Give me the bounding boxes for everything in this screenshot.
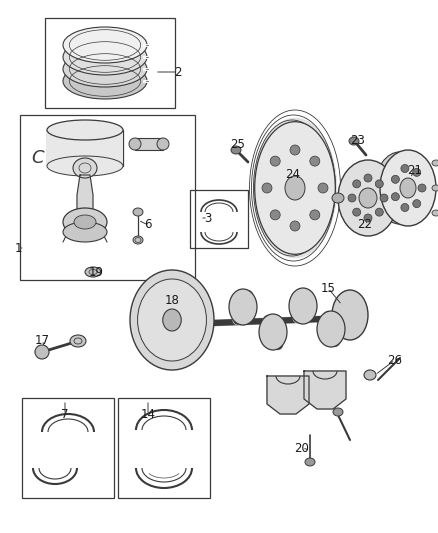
Ellipse shape [401, 204, 409, 212]
Ellipse shape [332, 290, 368, 340]
Ellipse shape [290, 221, 300, 231]
Text: 19: 19 [88, 265, 103, 279]
Ellipse shape [129, 138, 141, 150]
Ellipse shape [157, 138, 169, 150]
Ellipse shape [317, 311, 345, 347]
Ellipse shape [253, 118, 337, 258]
Text: 23: 23 [350, 133, 365, 147]
Text: 24: 24 [286, 168, 300, 182]
Polygon shape [42, 352, 49, 358]
Text: 22: 22 [357, 219, 372, 231]
Ellipse shape [74, 215, 96, 229]
Ellipse shape [229, 289, 257, 325]
Ellipse shape [380, 194, 388, 202]
Ellipse shape [270, 156, 280, 166]
Polygon shape [77, 175, 93, 215]
Ellipse shape [418, 184, 426, 192]
Text: 6: 6 [144, 219, 152, 231]
Ellipse shape [400, 178, 416, 198]
Ellipse shape [63, 222, 107, 242]
Ellipse shape [413, 200, 421, 208]
Ellipse shape [133, 208, 143, 216]
Ellipse shape [63, 63, 147, 99]
Ellipse shape [133, 236, 143, 244]
Ellipse shape [333, 408, 343, 416]
Ellipse shape [392, 175, 399, 183]
Ellipse shape [262, 183, 272, 193]
Bar [190, 190, 248, 248]
Ellipse shape [318, 183, 328, 193]
Ellipse shape [353, 180, 360, 188]
Ellipse shape [353, 208, 360, 216]
Ellipse shape [70, 335, 86, 347]
Ellipse shape [432, 185, 438, 191]
Bar [180, 314, 205, 326]
Ellipse shape [138, 279, 206, 361]
Ellipse shape [310, 210, 320, 220]
Ellipse shape [338, 160, 398, 236]
Text: 3: 3 [204, 212, 212, 224]
Ellipse shape [63, 27, 147, 63]
Ellipse shape [401, 165, 409, 173]
Ellipse shape [364, 214, 372, 222]
Text: 21: 21 [407, 164, 423, 176]
Polygon shape [42, 346, 49, 352]
Text: 17: 17 [35, 334, 49, 346]
Ellipse shape [348, 194, 356, 202]
Ellipse shape [255, 122, 336, 254]
Ellipse shape [349, 137, 359, 145]
Polygon shape [35, 346, 42, 352]
Bar [22, 398, 114, 498]
Ellipse shape [364, 370, 376, 380]
Ellipse shape [375, 208, 383, 216]
Ellipse shape [47, 156, 123, 176]
Polygon shape [39, 352, 46, 358]
Ellipse shape [163, 309, 181, 331]
Polygon shape [35, 352, 42, 358]
Ellipse shape [47, 120, 123, 140]
Bar [135, 138, 163, 150]
Ellipse shape [432, 210, 438, 216]
Ellipse shape [359, 188, 377, 208]
Polygon shape [267, 376, 309, 414]
Bar [20, 115, 195, 280]
Polygon shape [39, 346, 46, 352]
Ellipse shape [413, 168, 421, 176]
Text: C: C [32, 149, 44, 167]
Ellipse shape [63, 39, 147, 75]
Ellipse shape [310, 156, 320, 166]
Ellipse shape [63, 208, 107, 236]
Ellipse shape [375, 180, 383, 188]
Ellipse shape [130, 270, 214, 370]
Ellipse shape [375, 152, 425, 224]
Text: 15: 15 [321, 281, 336, 295]
Ellipse shape [392, 192, 399, 201]
Bar [45, 18, 175, 108]
Text: 2: 2 [174, 66, 182, 78]
Text: 7: 7 [61, 408, 69, 422]
Text: 25: 25 [230, 139, 245, 151]
Text: 18: 18 [165, 294, 180, 306]
Bar [47, 130, 123, 168]
Text: 14: 14 [141, 408, 155, 422]
Ellipse shape [259, 314, 287, 350]
Ellipse shape [432, 160, 438, 166]
Ellipse shape [85, 267, 101, 277]
Ellipse shape [289, 288, 317, 324]
Ellipse shape [73, 158, 97, 178]
Text: 1: 1 [14, 241, 22, 254]
Text: 26: 26 [388, 353, 403, 367]
Polygon shape [304, 371, 346, 409]
Ellipse shape [380, 150, 436, 226]
Bar [118, 398, 210, 498]
Ellipse shape [285, 176, 305, 200]
Text: 20: 20 [295, 441, 309, 455]
Ellipse shape [332, 193, 344, 203]
Ellipse shape [364, 174, 372, 182]
Ellipse shape [270, 210, 280, 220]
Ellipse shape [305, 458, 315, 466]
Ellipse shape [63, 51, 147, 87]
Ellipse shape [231, 146, 241, 154]
Ellipse shape [290, 145, 300, 155]
